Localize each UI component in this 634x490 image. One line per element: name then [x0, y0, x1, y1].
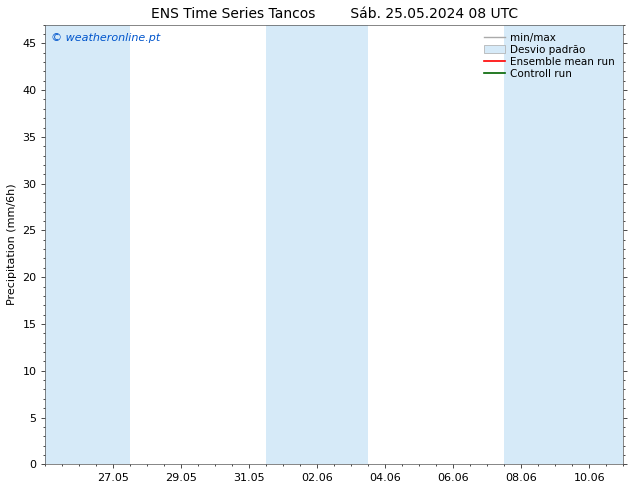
Title: ENS Time Series Tancos        Sáb. 25.05.2024 08 UTC: ENS Time Series Tancos Sáb. 25.05.2024 0…: [151, 7, 518, 21]
Text: © weatheronline.pt: © weatheronline.pt: [51, 33, 160, 44]
Legend: min/max, Desvio padrão, Ensemble mean run, Controll run: min/max, Desvio padrão, Ensemble mean ru…: [481, 30, 618, 82]
Bar: [266, 24, 368, 465]
Bar: [504, 24, 623, 465]
Bar: [46, 24, 131, 465]
Y-axis label: Precipitation (mm/6h): Precipitation (mm/6h): [7, 184, 16, 305]
